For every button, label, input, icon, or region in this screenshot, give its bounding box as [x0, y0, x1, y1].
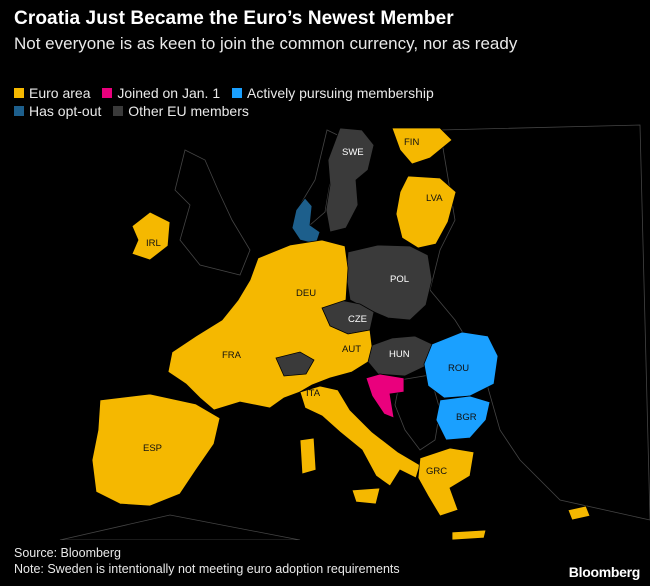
map-label: ESP	[143, 443, 162, 454]
country-deu-fra-core	[167, 239, 373, 411]
country-hrv	[365, 373, 405, 419]
map-label: GRC	[426, 466, 447, 477]
joined-jan-1	[365, 373, 405, 419]
map-label: FRA	[222, 350, 242, 361]
legend-label: Joined on Jan. 1	[117, 85, 221, 101]
map-label: AUT	[342, 344, 361, 355]
map-label: DEU	[296, 288, 316, 299]
legend-item-joined: Joined on Jan. 1	[102, 84, 220, 102]
country-grc	[417, 447, 475, 517]
country-ita-sicily	[351, 487, 381, 505]
footnote: Note: Sweden is intentionally not meetin…	[14, 562, 400, 576]
country-bgr	[435, 395, 491, 441]
legend-swatch-joined	[102, 88, 113, 98]
map-label: ROU	[448, 363, 469, 374]
chart-title: Croatia Just Became the Euro’s Newest Me…	[14, 8, 454, 29]
chart-subtitle: Not everyone is as keen to join the comm…	[14, 34, 518, 53]
north-africa-land	[59, 514, 301, 540]
source-note: Source: Bloomberg	[14, 546, 122, 560]
europe-map: FIN SWE LVA IRL DEU POL CZE FRA AUT HUN …	[59, 124, 650, 540]
map-label: HUN	[389, 349, 410, 360]
uk-land	[174, 149, 251, 276]
eastern-land	[429, 124, 650, 521]
actively-pursuing	[423, 331, 499, 441]
legend: Euro area Joined on Jan. 1 Actively purs…	[14, 84, 484, 120]
map-label: POL	[390, 274, 409, 285]
map-label: LVA	[426, 193, 443, 204]
map-label: SWE	[342, 147, 364, 158]
footer: Source: Bloomberg Note: Sweden is intent…	[14, 545, 400, 577]
legend-label: Actively pursuing membership	[247, 85, 434, 101]
other-eu-members	[321, 127, 433, 377]
euro-area	[91, 127, 591, 540]
legend-swatch-pursuing	[232, 88, 243, 98]
legend-label: Other EU members	[128, 103, 249, 119]
country-cyp	[567, 505, 591, 521]
has-opt-out	[291, 197, 321, 245]
country-pol	[345, 244, 433, 321]
country-labels: FIN SWE LVA IRL DEU POL CZE FRA AUT HUN …	[143, 137, 477, 477]
map-label: BGR	[456, 412, 477, 423]
legend-label: Has opt-out	[29, 103, 102, 119]
country-rou	[423, 331, 499, 399]
country-esp-prt	[91, 393, 221, 507]
country-swe	[325, 127, 375, 233]
country-fin	[391, 127, 453, 165]
map-label: FIN	[404, 137, 419, 148]
legend-swatch-opt-out	[14, 106, 24, 116]
map-label: CZE	[348, 314, 367, 325]
legend-item-opt-out: Has opt-out	[14, 102, 101, 120]
country-ita-sardinia	[299, 437, 317, 475]
legend-item-euro-area: Euro area	[14, 84, 90, 102]
country-che	[275, 351, 315, 377]
country-ita	[299, 385, 421, 487]
legend-item-other-eu: Other EU members	[113, 102, 249, 120]
legend-item-pursuing: Actively pursuing membership	[232, 84, 434, 102]
legend-swatch-other-eu	[113, 106, 124, 116]
country-irl	[131, 211, 171, 261]
brand-logo: Bloomberg	[568, 564, 641, 580]
country-dnk	[291, 197, 321, 245]
country-est-lva-ltu	[395, 175, 457, 249]
map-label: IRL	[146, 238, 161, 249]
map-label: ITA	[306, 388, 321, 399]
legend-label: Euro area	[29, 85, 91, 101]
country-grc-crete	[451, 529, 487, 540]
legend-swatch-euro-area	[14, 88, 24, 98]
non-eu-land	[59, 124, 650, 540]
